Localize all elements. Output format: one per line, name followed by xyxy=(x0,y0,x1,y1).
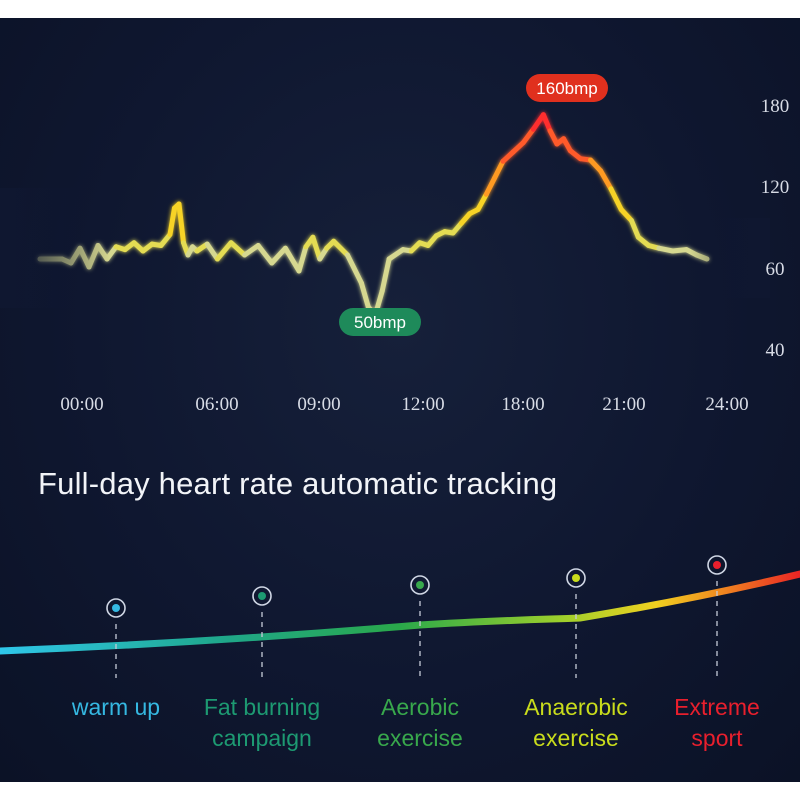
peak-badge xyxy=(339,308,421,336)
zone-label-line2: campaign xyxy=(212,725,312,751)
y-tick-label: 60 xyxy=(766,259,785,280)
heart-rate-segment xyxy=(475,191,489,212)
y-tick-label: 120 xyxy=(761,177,790,198)
heart-rate-segment xyxy=(331,238,350,258)
heart-rate-segment xyxy=(255,243,275,266)
heart-rate-segment xyxy=(618,207,634,224)
heart-rate-segment xyxy=(386,247,406,262)
x-tick-label: 12:00 xyxy=(401,394,444,415)
zone-label-line2: exercise xyxy=(377,725,463,751)
heart-rate-segment xyxy=(608,186,624,212)
heart-rate-line xyxy=(37,112,710,318)
zone-gradient-curve xyxy=(0,570,800,655)
zone-marker-dot xyxy=(572,574,580,582)
zone-label-line1: Fat burning xyxy=(203,694,321,720)
heart-rate-segment xyxy=(204,241,220,262)
heart-rate-segment xyxy=(379,256,392,294)
badge-label: 50bmp xyxy=(354,313,406,332)
zone-label: Anaerobic exercise xyxy=(496,692,656,754)
heart-rate-segment xyxy=(228,240,248,258)
x-tick-label: 00:00 xyxy=(60,394,103,415)
right-fade xyxy=(690,218,770,298)
zone-label: Aerobic exercise xyxy=(340,692,500,754)
y-tick-label: 180 xyxy=(761,96,790,117)
heart-rate-segment xyxy=(492,158,506,181)
heart-rate-segment xyxy=(483,175,498,197)
heart-rate-segment xyxy=(598,168,614,192)
x-tick-label: 09:00 xyxy=(297,394,340,415)
heart-rate-segment xyxy=(540,112,553,134)
zone-label-line1: warm up xyxy=(71,694,161,720)
heart-rate-segment xyxy=(167,205,177,237)
heart-rate-segment xyxy=(310,234,323,262)
zone-marker-dot xyxy=(713,561,721,569)
zone-label-line1: Aerobic xyxy=(381,694,459,720)
zone-label: warm up xyxy=(36,692,196,723)
zone-marker-dot xyxy=(416,581,424,589)
badge-label: 160bmp xyxy=(536,79,597,98)
zone-marker-ring xyxy=(106,598,126,618)
zone-label-line1: Anaerobic xyxy=(524,694,628,720)
heart-rate-segment xyxy=(629,218,641,240)
heart-rate-segment xyxy=(358,280,371,310)
heart-rate-segment xyxy=(269,245,288,266)
zone-label-line2: sport xyxy=(691,725,743,751)
heart-rate-segment xyxy=(520,126,536,146)
zone-label-line2: exercise xyxy=(533,725,619,751)
zone-marker-ring xyxy=(707,555,727,575)
zone-label: Extreme sport xyxy=(637,692,797,754)
heart-rate-segment xyxy=(176,201,186,246)
heart-rate-segment xyxy=(214,240,234,262)
y-tick-label: 40 xyxy=(766,340,785,361)
x-tick-label: 24:00 xyxy=(705,394,748,415)
heart-rate-segment xyxy=(242,243,261,258)
left-fade xyxy=(0,188,110,308)
heart-rate-segment xyxy=(282,245,302,274)
zone-marker-ring xyxy=(566,568,586,588)
chart-panel: 00:00 06:00 09:00 12:00 18:00 21:00 24:00 40 60… xyxy=(0,18,800,782)
x-tick-label: 21:00 xyxy=(602,394,645,415)
zone-label: Fat burning campaign xyxy=(182,692,342,754)
headline: Full-day heart rate automatic tracking xyxy=(38,466,558,501)
heart-rate-segment xyxy=(345,252,364,286)
x-tick-label: 06:00 xyxy=(195,394,238,415)
zone-marker-ring xyxy=(252,586,272,606)
zone-marker-dot xyxy=(112,604,120,612)
zone-label-line1: Extreme xyxy=(674,694,760,720)
x-tick-label: 18:00 xyxy=(501,394,544,415)
zone-marker-dot xyxy=(258,592,266,600)
zone-marker-ring xyxy=(410,575,430,595)
heart-rate-chart: 00:00 06:00 09:00 12:00 18:00 21:00 24:00 40 60… xyxy=(0,74,800,678)
heart-rate-segment xyxy=(296,244,309,274)
peak-badge xyxy=(526,74,608,102)
